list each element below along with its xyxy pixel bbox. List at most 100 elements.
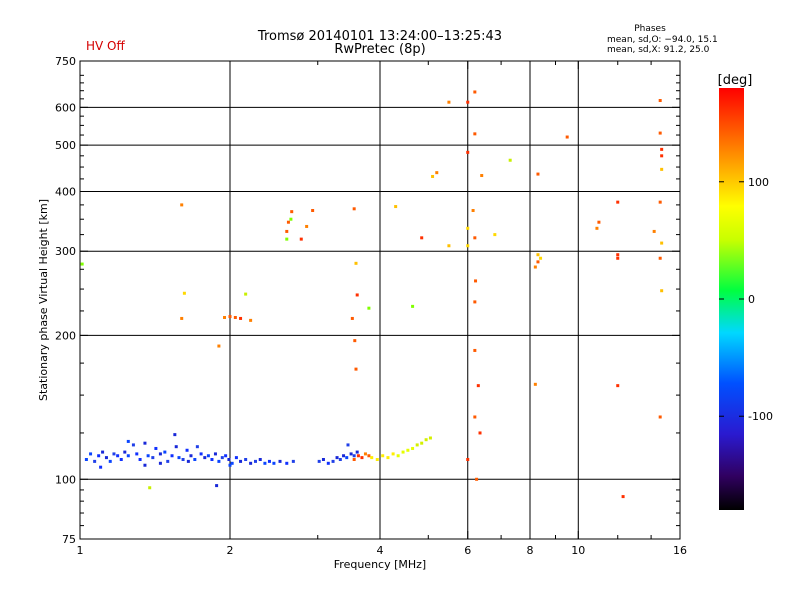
data-point bbox=[658, 99, 662, 103]
data-point bbox=[473, 132, 477, 136]
y-axis-label: Stationary phase Virtual Height [km] bbox=[37, 199, 50, 401]
data-point bbox=[660, 147, 664, 151]
data-point bbox=[466, 244, 470, 248]
colorbar-label: [deg] bbox=[718, 73, 753, 88]
data-point bbox=[177, 456, 181, 460]
data-point bbox=[411, 446, 415, 450]
data-point bbox=[478, 431, 482, 435]
data-point bbox=[143, 441, 147, 445]
data-point bbox=[272, 461, 276, 465]
chart-subtitle: RwPretec (8p) bbox=[334, 42, 425, 57]
data-point bbox=[471, 209, 475, 213]
data-point bbox=[206, 454, 210, 458]
x-tick-label: 1 bbox=[77, 544, 84, 557]
data-point bbox=[326, 461, 330, 465]
data-point bbox=[305, 224, 309, 228]
data-point bbox=[99, 465, 103, 469]
data-point bbox=[331, 459, 335, 463]
data-point bbox=[536, 172, 540, 176]
data-point bbox=[97, 454, 101, 458]
data-point bbox=[180, 203, 184, 207]
data-point bbox=[595, 226, 599, 230]
data-point bbox=[143, 463, 147, 467]
data-point bbox=[381, 454, 385, 458]
data-point bbox=[396, 454, 400, 458]
colorbar-ticks: 100 0 -100 bbox=[719, 176, 773, 423]
data-point bbox=[182, 291, 186, 295]
data-point bbox=[475, 477, 479, 481]
data-point bbox=[138, 457, 142, 461]
data-point bbox=[370, 456, 374, 460]
data-point bbox=[658, 415, 662, 419]
data-point bbox=[104, 456, 108, 460]
data-point bbox=[123, 450, 127, 454]
data-point bbox=[493, 233, 497, 237]
y-tick-label: 200 bbox=[55, 329, 76, 342]
data-point bbox=[193, 457, 197, 461]
x-tick-label: 4 bbox=[377, 544, 384, 557]
data-point bbox=[119, 457, 123, 461]
data-point bbox=[158, 461, 162, 465]
data-point bbox=[234, 456, 238, 460]
data-point bbox=[342, 454, 346, 458]
data-point bbox=[473, 348, 477, 352]
data-point bbox=[363, 452, 367, 456]
data-point bbox=[299, 237, 303, 241]
data-point bbox=[660, 154, 664, 158]
data-point bbox=[356, 454, 360, 458]
data-point bbox=[406, 448, 410, 452]
data-point bbox=[616, 256, 620, 260]
data-point bbox=[616, 253, 620, 257]
data-point bbox=[199, 452, 203, 456]
data-point bbox=[112, 452, 116, 456]
data-point bbox=[480, 174, 484, 178]
data-point bbox=[249, 318, 253, 322]
data-point bbox=[352, 454, 356, 458]
data-point bbox=[345, 456, 349, 460]
chart-title: Tromsø 20140101 13:24:00–13:25:43 bbox=[257, 29, 502, 44]
y-tick-label: 100 bbox=[55, 473, 76, 486]
data-point bbox=[352, 457, 356, 461]
data-point bbox=[536, 253, 540, 257]
data-point bbox=[228, 315, 232, 319]
data-point bbox=[228, 463, 232, 467]
data-point bbox=[244, 457, 248, 461]
data-point bbox=[174, 445, 178, 449]
data-point bbox=[466, 226, 470, 230]
data-point bbox=[189, 454, 193, 458]
x-tick-label: 16 bbox=[673, 544, 687, 557]
data-point bbox=[349, 452, 353, 456]
data-point bbox=[220, 456, 224, 460]
x-axis-label: Frequency [MHz] bbox=[334, 558, 426, 571]
data-point bbox=[658, 200, 662, 204]
data-point bbox=[311, 209, 315, 213]
data-point bbox=[186, 459, 190, 463]
data-point bbox=[355, 450, 359, 454]
data-point bbox=[180, 316, 184, 320]
hv-status-label: HV Off bbox=[86, 39, 125, 53]
data-point bbox=[660, 241, 664, 245]
data-point bbox=[185, 448, 189, 452]
data-point bbox=[217, 344, 221, 348]
data-point bbox=[466, 100, 470, 104]
data-point bbox=[203, 456, 207, 460]
data-point bbox=[616, 200, 620, 204]
data-point bbox=[394, 205, 398, 209]
data-point bbox=[215, 484, 219, 488]
data-point bbox=[533, 265, 537, 269]
data-point bbox=[80, 262, 84, 266]
x-tick-label: 6 bbox=[464, 544, 471, 557]
data-point bbox=[420, 236, 424, 240]
data-point bbox=[431, 174, 435, 178]
data-point bbox=[173, 433, 177, 437]
data-point bbox=[391, 452, 395, 456]
data-point bbox=[285, 237, 289, 241]
data-point bbox=[652, 229, 656, 233]
data-point bbox=[352, 207, 356, 211]
data-point bbox=[346, 443, 350, 447]
data-point bbox=[415, 443, 419, 447]
data-point bbox=[126, 454, 130, 458]
colorbar-tick-label: 0 bbox=[748, 293, 755, 306]
data-point bbox=[658, 131, 662, 135]
